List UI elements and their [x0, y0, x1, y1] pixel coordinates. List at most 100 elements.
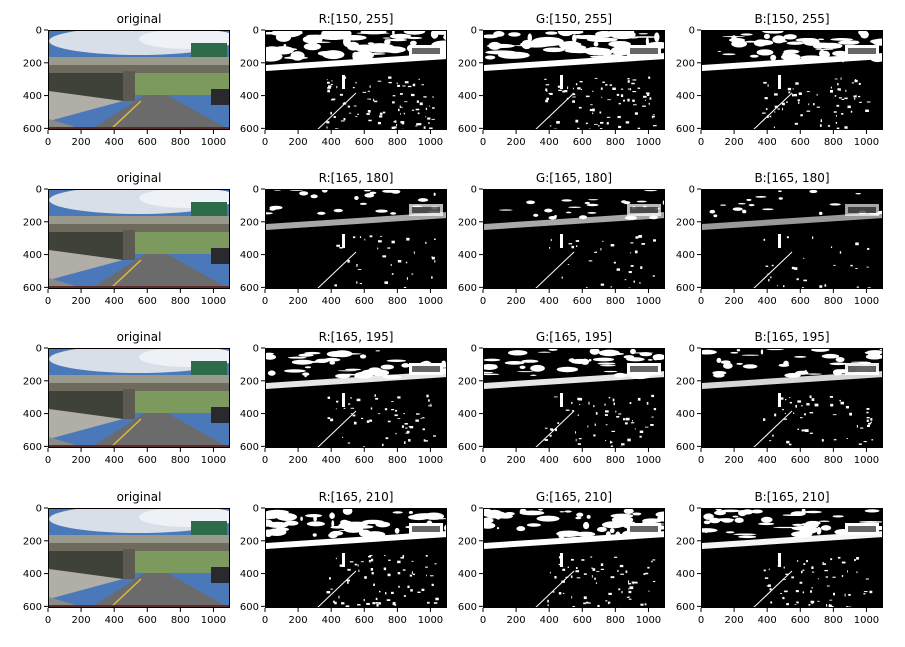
y-tick-label: 0: [689, 344, 695, 355]
x-tick-label: 400: [105, 137, 124, 148]
x-tick-label: 600: [791, 296, 810, 307]
x-tick-label: 800: [171, 137, 190, 148]
y-tick-label: 400: [458, 409, 477, 420]
image-axes: [48, 508, 230, 608]
x-tick-label: 200: [507, 455, 526, 466]
x-tick-label: 400: [105, 296, 124, 307]
panel-title: R:[165, 195]: [318, 330, 394, 344]
y-tick-label: 0: [471, 344, 477, 355]
x-tick-label: 600: [791, 455, 810, 466]
y-tick-label: 200: [240, 376, 259, 387]
image-axes: [701, 189, 883, 289]
x-tick-label: 1000: [201, 296, 226, 307]
x-tick-label: 600: [138, 615, 157, 626]
image-axes: [483, 189, 665, 289]
x-tick-label: 1000: [854, 455, 879, 466]
panel-title: original: [116, 330, 162, 344]
x-tick-label: 400: [758, 615, 777, 626]
y-tick-label: 0: [36, 504, 42, 515]
y-tick-label: 200: [458, 217, 477, 228]
x-tick-label: 600: [573, 615, 592, 626]
x-tick-label: 400: [105, 615, 124, 626]
panel-mask: G:[165, 210] 0 200 400 600 800 1000 0 200 400 600: [458, 490, 665, 626]
x-tick-label: 800: [388, 137, 407, 148]
panel-mask: G:[150, 255] 0 200 400 600 800 1000 0 200 400 600: [458, 12, 665, 148]
y-tick-label: 400: [676, 569, 695, 580]
threshold-mask: [702, 349, 882, 447]
axis-ticks: 0 200 400 600 800 1000 0 200 400 600: [23, 26, 226, 149]
image-axes: [701, 30, 883, 130]
panel-original: original 0 200 400 600 800 1000 0 200 400 600: [23, 12, 230, 148]
y-tick-label: 600: [23, 124, 42, 135]
image-axes: [48, 348, 230, 448]
y-tick-label: 400: [240, 91, 259, 102]
threshold-mask: [266, 349, 446, 447]
x-tick-label: 0: [262, 615, 268, 626]
axis-ticks: 0 200 400 600 800 1000 0 200 400 600: [23, 344, 226, 467]
axis-ticks: 0 200 400 600 800 1000 0 200 400 600: [676, 504, 879, 627]
panel-mask: R:[165, 195] 0 200 400 600 800 1000 0 200 400 600: [240, 330, 447, 466]
y-tick-label: 600: [676, 283, 695, 294]
x-tick-label: 800: [824, 137, 843, 148]
y-tick-label: 400: [240, 409, 259, 420]
x-tick-label: 600: [138, 137, 157, 148]
x-tick-label: 200: [72, 137, 91, 148]
x-tick-label: 1000: [854, 615, 879, 626]
y-tick-label: 600: [676, 124, 695, 135]
x-tick-label: 800: [388, 296, 407, 307]
y-tick-label: 600: [23, 442, 42, 453]
x-tick-label: 600: [355, 615, 374, 626]
x-tick-label: 0: [262, 296, 268, 307]
x-tick-label: 0: [480, 615, 486, 626]
threshold-mask: [702, 509, 882, 607]
y-tick-label: 400: [458, 250, 477, 261]
panel-title: R:[165, 180]: [318, 171, 394, 185]
x-tick-label: 600: [573, 455, 592, 466]
y-tick-label: 400: [676, 250, 695, 261]
x-tick-label: 1000: [636, 296, 661, 307]
threshold-mask: [702, 190, 882, 288]
axis-ticks: 0 200 400 600 800 1000 0 200 400 600: [676, 344, 879, 467]
x-tick-label: 200: [289, 615, 308, 626]
x-tick-label: 1000: [854, 296, 879, 307]
axis-ticks: 0 200 400 600 800 1000 0 200 400 600: [240, 504, 443, 627]
panel-title: G:[165, 210]: [535, 490, 613, 504]
panel-title: B:[165, 210]: [754, 490, 830, 504]
x-tick-label: 0: [480, 455, 486, 466]
y-tick-label: 0: [36, 344, 42, 355]
y-tick-label: 200: [23, 217, 42, 228]
x-tick-label: 200: [725, 615, 744, 626]
y-tick-label: 600: [458, 602, 477, 613]
panel-title: B:[165, 195]: [754, 330, 830, 344]
panel-title: G:[150, 255]: [535, 12, 613, 26]
panel-mask: B:[165, 210] 0 200 400 600 800 1000 0 200 400 600: [676, 490, 883, 626]
y-tick-label: 400: [240, 250, 259, 261]
x-tick-label: 0: [45, 615, 51, 626]
y-tick-label: 600: [240, 283, 259, 294]
x-tick-label: 800: [388, 615, 407, 626]
x-tick-label: 400: [322, 455, 341, 466]
x-tick-label: 800: [606, 137, 625, 148]
axis-ticks: 0 200 400 600 800 1000 0 200 400 600: [458, 344, 661, 467]
y-tick-label: 400: [23, 409, 42, 420]
x-tick-label: 0: [698, 296, 704, 307]
threshold-mask: [266, 31, 446, 129]
x-tick-label: 600: [791, 615, 810, 626]
x-tick-label: 800: [171, 455, 190, 466]
x-tick-label: 400: [322, 296, 341, 307]
threshold-mask: [484, 31, 664, 129]
road-photo: [49, 31, 229, 129]
image-axes: [701, 348, 883, 448]
x-tick-label: 400: [758, 455, 777, 466]
x-tick-label: 1000: [636, 615, 661, 626]
image-axes: [48, 30, 230, 130]
x-tick-label: 600: [573, 296, 592, 307]
road-photo: [49, 509, 229, 607]
x-tick-label: 800: [824, 296, 843, 307]
x-tick-label: 200: [725, 455, 744, 466]
panel-mask: R:[165, 180] 0 200 400 600 800 1000 0 200 400 600: [240, 171, 447, 307]
x-tick-label: 600: [355, 455, 374, 466]
image-axes: [483, 508, 665, 608]
y-tick-label: 200: [458, 376, 477, 387]
